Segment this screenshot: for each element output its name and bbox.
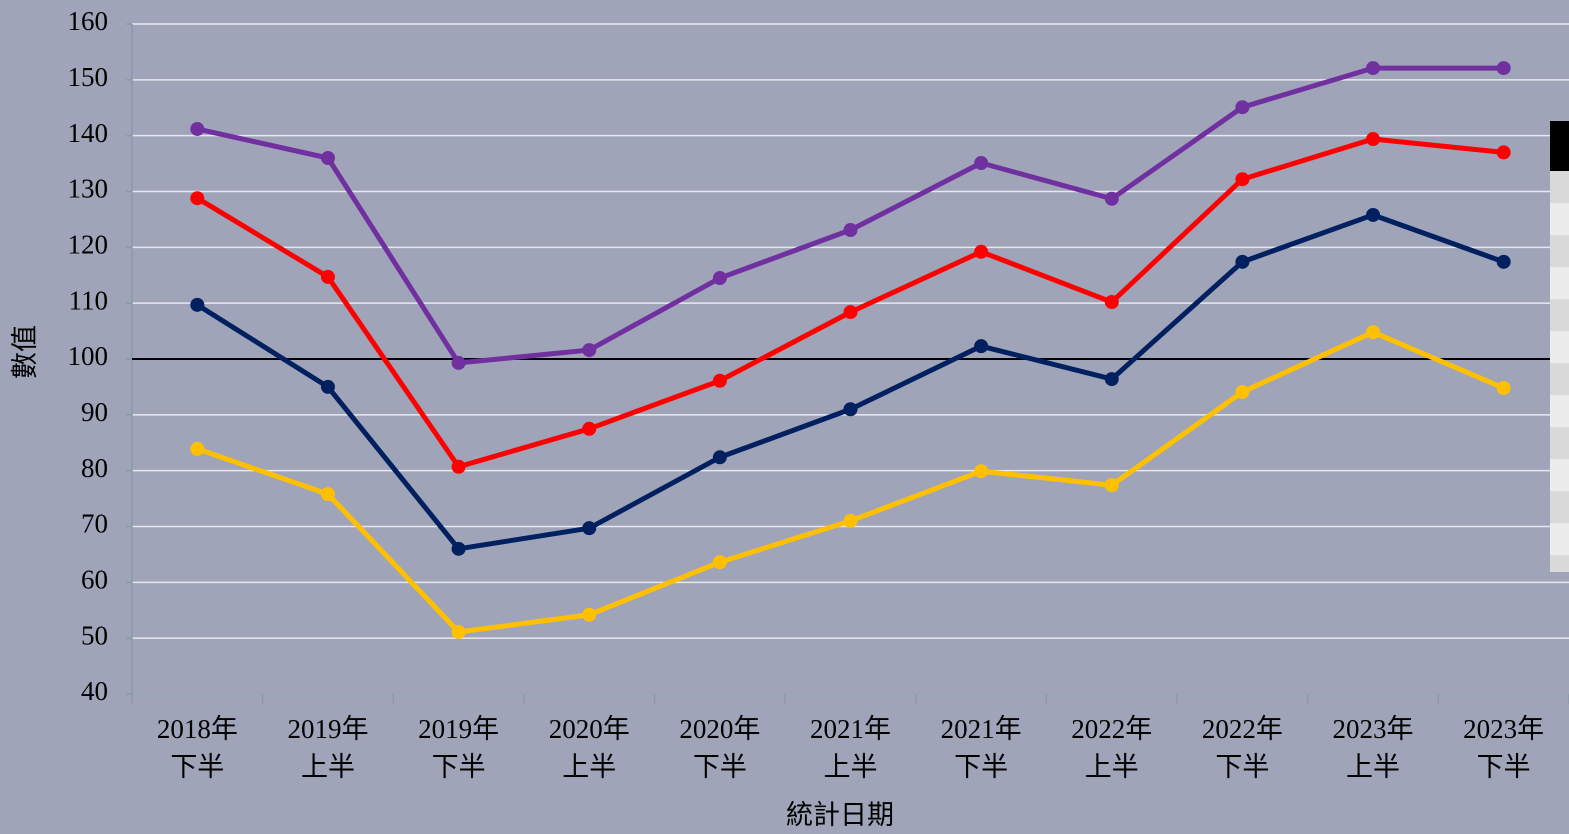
x-tick-label: 2018年下半 [157, 714, 238, 782]
data-point [1366, 325, 1381, 340]
x-tick-label: 2023年下半 [1463, 714, 1544, 782]
data-point [582, 343, 597, 358]
legend-row [1550, 331, 1569, 363]
x-axis-title: 統計日期 [786, 800, 894, 830]
x-tick-label: 2019年下半 [418, 714, 499, 782]
x-tick-label: 2022年上半 [1071, 714, 1152, 782]
y-tick-label: 50 [81, 620, 108, 650]
data-point [451, 459, 466, 474]
data-point [974, 156, 989, 171]
y-tick-label: 120 [68, 230, 109, 260]
data-point [1366, 132, 1381, 147]
y-axis-title: 數值 [10, 325, 40, 379]
data-point [582, 521, 597, 536]
y-tick-label: 160 [68, 6, 109, 36]
data-point [1235, 384, 1250, 399]
data-point [1496, 61, 1511, 76]
legend-partial [1550, 121, 1569, 572]
data-point [451, 541, 466, 556]
data-point [1104, 372, 1119, 387]
data-point [582, 607, 597, 622]
legend-header [1550, 121, 1569, 171]
x-tick-label: 2021年下半 [941, 714, 1022, 782]
data-point [1366, 207, 1381, 222]
y-tick-label: 90 [81, 397, 108, 427]
x-tick-label: 2020年上半 [549, 714, 630, 782]
legend-row [1550, 395, 1569, 427]
data-point [320, 487, 335, 502]
data-point [451, 355, 466, 370]
y-tick-label: 150 [68, 62, 109, 92]
data-point [320, 379, 335, 394]
data-point [712, 555, 727, 570]
y-tick-label: 40 [81, 676, 108, 706]
data-point [1104, 295, 1119, 310]
x-tick-label: 2022年下半 [1202, 714, 1283, 782]
y-tick-label: 60 [81, 565, 108, 595]
data-point [974, 244, 989, 259]
data-point [712, 271, 727, 286]
legend-row [1550, 203, 1569, 235]
data-point [843, 402, 858, 417]
y-tick-label: 140 [68, 118, 109, 148]
data-point [974, 339, 989, 354]
data-point [1235, 254, 1250, 269]
data-point [1366, 61, 1381, 76]
data-point [712, 450, 727, 465]
data-point [974, 464, 989, 479]
data-point [190, 441, 205, 456]
data-point [1235, 172, 1250, 187]
data-point [1496, 381, 1511, 396]
x-tick-label: 2020年下半 [679, 714, 760, 782]
x-tick-label: 2021年上半 [810, 714, 891, 782]
data-point [320, 269, 335, 284]
data-point [843, 223, 858, 238]
data-point [1235, 100, 1250, 115]
y-tick-label: 130 [68, 174, 109, 204]
y-tick-label: 80 [81, 453, 108, 483]
x-tick-label: 2019年上半 [287, 714, 368, 782]
data-point [1104, 478, 1119, 493]
data-point [190, 297, 205, 312]
legend-row [1550, 459, 1569, 491]
data-point [190, 191, 205, 206]
y-tick-label: 100 [68, 341, 109, 371]
legend-row [1550, 267, 1569, 299]
data-point [582, 421, 597, 436]
data-point [843, 513, 858, 528]
y-tick-label: 110 [69, 285, 109, 315]
data-point [1104, 191, 1119, 206]
data-point [712, 373, 727, 388]
data-point [320, 151, 335, 165]
y-tick-label: 70 [81, 509, 108, 539]
x-tick-label: 2023年上半 [1333, 714, 1414, 782]
data-point [190, 121, 205, 136]
data-point [1496, 254, 1511, 269]
data-point [451, 625, 466, 640]
data-point [843, 305, 858, 320]
legend-row [1550, 523, 1569, 555]
data-point [1496, 145, 1511, 160]
